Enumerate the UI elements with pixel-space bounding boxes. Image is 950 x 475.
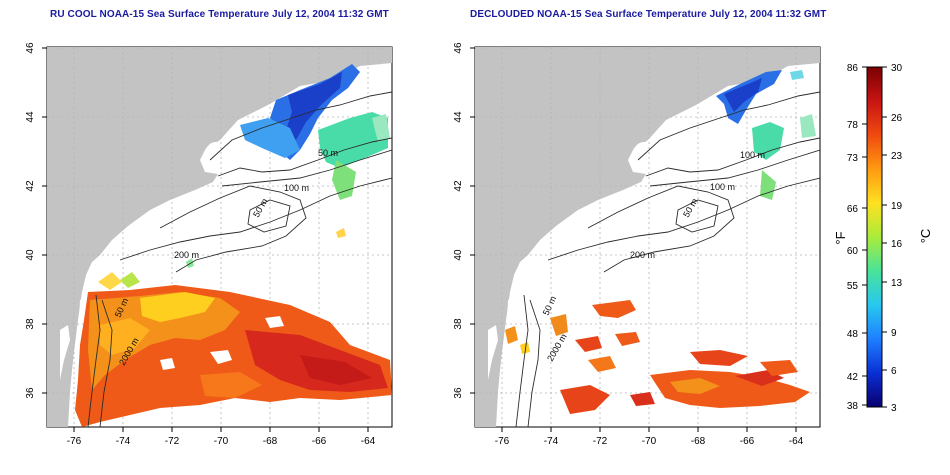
colorbar-c-tick-3: 19	[891, 201, 903, 212]
left-y-tick-2: 42	[25, 180, 36, 192]
right-y-tick-4: 38	[453, 318, 464, 330]
left-cool-sst-field	[186, 64, 390, 268]
colorbar-f-tick-6: 48	[847, 329, 859, 340]
left-x-tick-0: -76	[67, 436, 82, 447]
right-y-tick-0: 46	[453, 42, 464, 54]
right-x-tick-2: -72	[593, 436, 608, 447]
colorbar-c-tick-4: 16	[891, 239, 903, 250]
right-x-tick-0: -76	[495, 436, 510, 447]
right-x-tick-6: -64	[789, 436, 804, 447]
colorbar-f-tick-1: 78	[847, 120, 859, 131]
right-x-tick-1: -74	[544, 436, 559, 447]
colorbar-fahrenheit-label: °F	[833, 231, 848, 244]
colorbar-f-tick-5: 55	[847, 281, 859, 292]
right-x-tick-4: -68	[691, 436, 706, 447]
left-x-tick-5: -66	[312, 436, 327, 447]
left-y-tick-0: 46	[25, 42, 36, 54]
colorbar-c-tick-8: 3	[891, 403, 897, 414]
colorbar-f-tick-3: 66	[847, 204, 859, 215]
left-contours	[87, 91, 392, 427]
colorbar-gradient	[866, 66, 883, 408]
colorbar-f-tick-8: 38	[847, 401, 859, 412]
right-cool-sst-patches	[716, 70, 816, 200]
right-y-tick-2: 42	[453, 180, 464, 192]
left-land	[47, 47, 392, 427]
colorbar-f-tick-2: 73	[847, 153, 859, 164]
left-y-tick-1: 44	[25, 111, 36, 123]
colorbar-c-tick-1: 26	[891, 113, 903, 124]
right-map: 100 m 100 m 50 m 200 m 50 m 2000 m -76 -…	[453, 42, 821, 447]
left-x-tick-6: -64	[361, 436, 376, 447]
right-contour-label-0: 100 m	[740, 150, 765, 160]
right-warm-sst-patches	[505, 300, 810, 414]
left-y-tick-4: 38	[25, 318, 36, 330]
right-land	[475, 47, 820, 427]
right-contour-label-3: 200 m	[630, 250, 655, 260]
colorbar-f-tick-7: 42	[847, 372, 859, 383]
left-warm-sst-field	[75, 272, 392, 427]
right-gridlines	[475, 47, 820, 427]
right-map-title: DECLOUDED NOAA-15 Sea Surface Temperatur…	[470, 9, 827, 20]
left-x-tick-4: -68	[263, 436, 278, 447]
right-y-tick-3: 40	[453, 249, 464, 261]
left-map: 50 m 100 m 50 m 200 m 50 m 2000 m -76 -7…	[25, 42, 393, 447]
left-y-tick-5: 36	[25, 387, 36, 399]
left-x-tick-3: -70	[214, 436, 229, 447]
right-x-tick-3: -70	[642, 436, 657, 447]
left-contour-label-0: 50 m	[318, 148, 338, 158]
left-y-tick-3: 40	[25, 249, 36, 261]
left-x-tick-1: -74	[116, 436, 131, 447]
left-contour-label-3: 200 m	[174, 250, 199, 260]
right-x-tick-5: -66	[740, 436, 755, 447]
colorbar-c-tick-2: 23	[891, 151, 903, 162]
right-y-tick-1: 44	[453, 111, 464, 123]
colorbar-c-tick-5: 13	[891, 278, 903, 289]
left-x-tick-2: -72	[165, 436, 180, 447]
left-map-title: RU COOL NOAA-15 Sea Surface Temperature …	[50, 9, 389, 20]
colorbar-c-tick-6: 9	[891, 328, 897, 339]
colorbar-c-tick-0: 30	[891, 63, 903, 74]
left-contour-label-1: 100 m	[284, 183, 309, 193]
right-contours	[515, 91, 820, 427]
colorbar-celsius-label: °C	[918, 229, 933, 244]
colorbar-c-tick-7: 6	[891, 366, 897, 377]
right-y-tick-5: 36	[453, 387, 464, 399]
colorbar: 86 78 73 66 60 55 48 42 38 30 26 23 19 1…	[833, 63, 933, 414]
colorbar-f-tick-4: 60	[847, 246, 859, 257]
colorbar-f-tick-0: 86	[847, 63, 859, 74]
right-contour-label-1: 100 m	[710, 182, 735, 192]
